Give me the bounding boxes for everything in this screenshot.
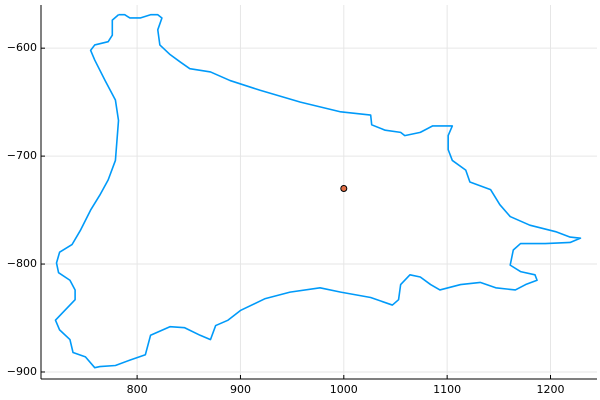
x-tick-label: 1100 xyxy=(433,383,461,396)
x-tick-label: 1000 xyxy=(330,383,358,396)
x-tick-label: 1200 xyxy=(536,383,564,396)
y-tick-label: −800 xyxy=(7,257,37,270)
x-tick-label: 900 xyxy=(230,383,251,396)
x-tick-label: 800 xyxy=(127,383,148,396)
y-tick-label: −900 xyxy=(7,365,37,378)
point xyxy=(340,184,348,192)
y-tick-label: −700 xyxy=(7,149,37,162)
y-tick-label: −600 xyxy=(7,41,37,54)
outline xyxy=(54,13,582,369)
